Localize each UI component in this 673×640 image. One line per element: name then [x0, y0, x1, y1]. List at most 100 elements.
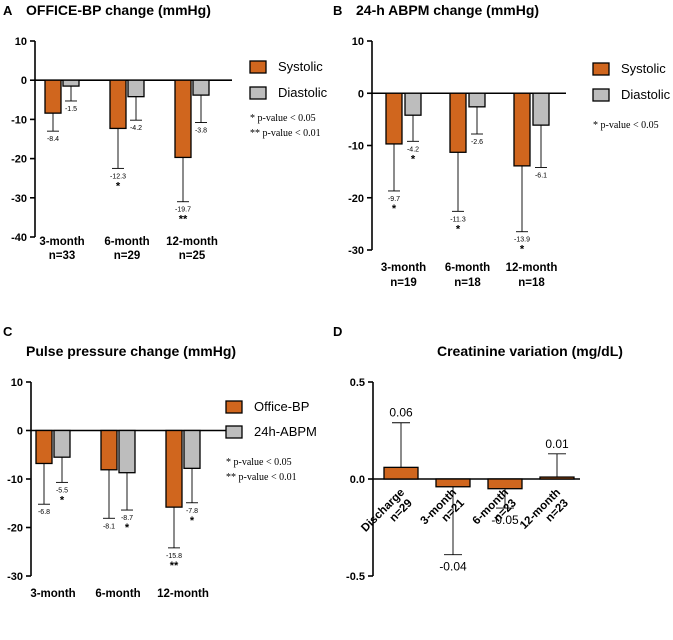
- y-tick-label: 10: [352, 36, 364, 48]
- bar-value-1: [435, 478, 471, 488]
- x-tick-label: 6-month: [104, 236, 149, 248]
- bar-systolic-1: [109, 79, 127, 130]
- significance-note: * p-value < 0.05: [250, 113, 316, 124]
- y-tick-label: -20: [11, 154, 27, 166]
- legend-swatch: [225, 425, 243, 439]
- significance-star: *: [190, 515, 195, 527]
- data-label: -9.7: [388, 196, 400, 203]
- legend-swatch: [249, 60, 267, 74]
- data-label: 0.01: [545, 437, 569, 451]
- data-label: -15.8: [166, 553, 182, 560]
- data-label: -8.1: [103, 523, 115, 530]
- x-tick-label: n=33: [49, 250, 76, 262]
- panel-title: Creatinine variation (mg/dL): [437, 343, 623, 359]
- bar-diastolic-2: [192, 79, 210, 96]
- bar-office-bp-1: [100, 429, 118, 471]
- bar-diastolic-1: [468, 92, 486, 108]
- significance-note: ** p-value < 0.01: [226, 472, 297, 483]
- significance-star: *: [411, 153, 416, 165]
- data-label: -4.2: [407, 146, 419, 153]
- bar-office-bp-2: [165, 429, 183, 508]
- y-tick-label: 0.5: [350, 377, 365, 389]
- bar-systolic-1: [449, 92, 467, 153]
- bar-systolic-0: [44, 79, 62, 114]
- significance-star: *: [60, 494, 65, 506]
- data-label: -0.05: [491, 513, 519, 527]
- legend-label: Systolic: [278, 59, 323, 74]
- legend-label: 24h-ABPM: [254, 424, 317, 439]
- data-label: -6.1: [535, 172, 547, 179]
- data-label: -2.6: [471, 139, 483, 146]
- y-tick-label: 0: [17, 426, 23, 438]
- data-label: -5.5: [56, 487, 68, 494]
- panel-title: Pulse pressure change (mmHg): [26, 343, 236, 359]
- x-tick-label: 6-month: [95, 588, 140, 600]
- significance-note: * p-value < 0.05: [593, 120, 659, 131]
- significance-note: * p-value < 0.05: [226, 457, 292, 468]
- bar-value-3: [539, 476, 575, 480]
- x-tick-label: 6-monthn=23: [471, 487, 521, 537]
- y-tick-label: -20: [348, 193, 364, 205]
- bar-systolic-2: [513, 92, 531, 167]
- legend-label: Systolic: [621, 61, 666, 76]
- y-tick-label: -10: [7, 474, 23, 486]
- bar-systolic-2: [174, 79, 192, 159]
- legend-label: Diastolic: [621, 87, 671, 102]
- bar-24h-abpm-2: [183, 429, 201, 469]
- chart-panel-d: D Creatinine variation (mg/dL) 0.5 0.0 -0.5 0…: [333, 324, 623, 583]
- x-tick-label: 3-month: [381, 262, 426, 274]
- legend-label: Office-BP: [254, 399, 309, 414]
- significance-star: *: [116, 180, 121, 192]
- x-tick-label: 3-month: [30, 588, 75, 600]
- bar-office-bp-0: [35, 429, 53, 465]
- data-label: -12.3: [110, 173, 126, 180]
- data-label: -6.8: [38, 509, 50, 516]
- data-label: -13.9: [514, 237, 530, 244]
- y-tick-label: -30: [348, 245, 364, 257]
- significance-star: *: [125, 522, 130, 534]
- data-label: -4.2: [130, 125, 142, 132]
- x-tick-label: 6-month: [445, 262, 490, 274]
- bar-diastolic-1: [127, 79, 145, 98]
- chart-panel-b: B 24-h ABPM change (mmHg) 10 0 -10 -20 -30 -9.7…: [333, 2, 671, 289]
- y-tick-label: -10: [11, 114, 27, 126]
- significance-note: ** p-value < 0.01: [250, 128, 321, 139]
- y-tick-label: 10: [15, 36, 27, 48]
- data-label: -3.8: [195, 128, 207, 135]
- panel-letter: C: [3, 324, 13, 339]
- data-label: 0.06: [389, 406, 413, 420]
- x-tick-label: n=18: [518, 277, 545, 289]
- y-tick-label: 0: [358, 88, 364, 100]
- panel-letter: B: [333, 3, 342, 18]
- chart-panel-c: C Pulse pressure change (mmHg) 10 0 -10 -20 -3…: [3, 324, 317, 600]
- chart-panel-a: A OFFICE-BP change (mmHg) 10 0 -10 -20 -30 -40 -…: [3, 2, 328, 262]
- y-tick-label: -0.5: [346, 571, 365, 583]
- y-tick-label: 0.0: [350, 474, 365, 486]
- y-tick-label: -30: [7, 571, 23, 583]
- x-tick-label: Dischargen=29: [359, 487, 416, 544]
- bar-diastolic-0: [62, 79, 80, 87]
- legend-swatch: [592, 62, 610, 76]
- data-label: -11.3: [450, 216, 466, 223]
- y-tick-label: -10: [348, 141, 364, 153]
- bar-systolic-0: [385, 92, 403, 145]
- data-label: -7.8: [186, 508, 198, 515]
- x-tick-label: 3-month: [39, 236, 84, 248]
- legend-swatch: [225, 400, 243, 414]
- panel-letter: A: [3, 3, 13, 18]
- data-label: -0.04: [439, 560, 467, 574]
- x-tick-label: 3-monthn=21: [419, 487, 469, 537]
- y-tick-label: -20: [7, 523, 23, 535]
- x-tick-label: n=19: [390, 277, 417, 289]
- bar-24h-abpm-1: [118, 429, 136, 474]
- y-tick-label: 10: [11, 377, 23, 389]
- y-tick-label: -40: [11, 232, 27, 244]
- panel-title: 24-h ABPM change (mmHg): [356, 2, 539, 18]
- significance-star: *: [520, 244, 525, 256]
- data-label: -19.7: [175, 207, 191, 214]
- x-tick-label: 12-month: [506, 262, 558, 274]
- panel-title: OFFICE-BP change (mmHg): [26, 2, 211, 18]
- x-tick-label: n=29: [114, 250, 141, 262]
- significance-star: **: [179, 214, 188, 226]
